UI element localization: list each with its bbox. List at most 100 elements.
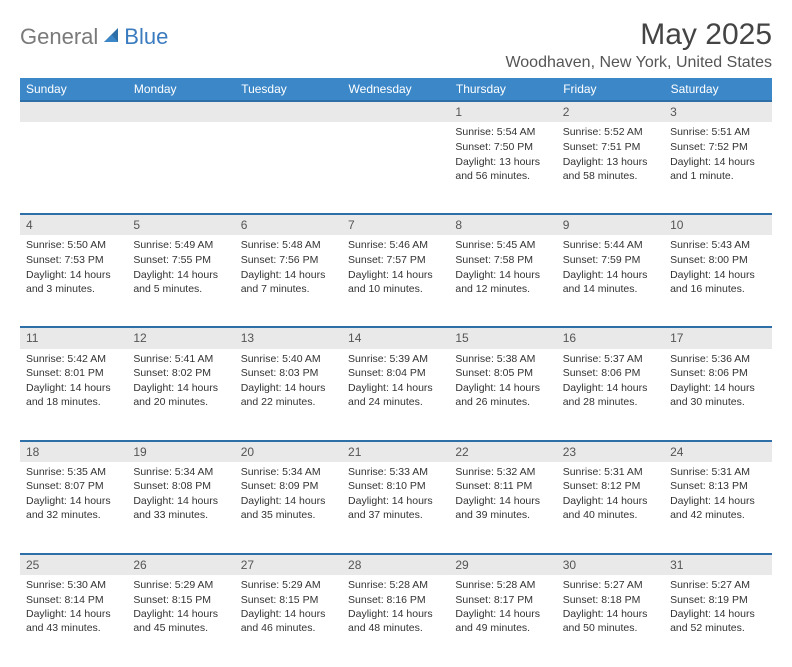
day-number-cell: 10 [664,214,771,235]
day-cell: Sunrise: 5:34 AMSunset: 8:09 PMDaylight:… [235,462,342,554]
sunset-text: Sunset: 8:09 PM [241,479,336,493]
day-cell: Sunrise: 5:29 AMSunset: 8:15 PMDaylight:… [127,575,234,667]
location: Woodhaven, New York, United States [505,54,772,72]
day-number-cell [235,101,342,122]
sunrise-text: Sunrise: 5:34 AM [241,465,336,479]
header: General Blue May 2025 Woodhaven, New Yor… [20,18,772,72]
day-number-cell: 30 [557,554,664,575]
daylight-text: Daylight: 14 hours and 37 minutes. [348,494,443,522]
sunrise-text: Sunrise: 5:39 AM [348,352,443,366]
day-content-row: Sunrise: 5:42 AMSunset: 8:01 PMDaylight:… [20,349,772,441]
day-content-row: Sunrise: 5:30 AMSunset: 8:14 PMDaylight:… [20,575,772,667]
weekday-header: Saturday [664,78,771,101]
sunrise-text: Sunrise: 5:31 AM [563,465,658,479]
daylight-text: Daylight: 14 hours and 7 minutes. [241,268,336,296]
sunset-text: Sunset: 8:18 PM [563,593,658,607]
sunrise-text: Sunrise: 5:40 AM [241,352,336,366]
sunset-text: Sunset: 7:56 PM [241,253,336,267]
sunrise-text: Sunrise: 5:42 AM [26,352,121,366]
sunrise-text: Sunrise: 5:33 AM [348,465,443,479]
day-cell: Sunrise: 5:32 AMSunset: 8:11 PMDaylight:… [449,462,556,554]
sunrise-text: Sunrise: 5:27 AM [670,578,765,592]
sunset-text: Sunset: 8:02 PM [133,366,228,380]
weekday-header: Friday [557,78,664,101]
daylight-text: Daylight: 14 hours and 24 minutes. [348,381,443,409]
day-cell: Sunrise: 5:41 AMSunset: 8:02 PMDaylight:… [127,349,234,441]
sunrise-text: Sunrise: 5:32 AM [455,465,550,479]
day-number-cell: 22 [449,441,556,462]
weekday-header: Tuesday [235,78,342,101]
daylight-text: Daylight: 14 hours and 20 minutes. [133,381,228,409]
sunset-text: Sunset: 8:11 PM [455,479,550,493]
sunrise-text: Sunrise: 5:29 AM [133,578,228,592]
day-cell: Sunrise: 5:31 AMSunset: 8:13 PMDaylight:… [664,462,771,554]
sunrise-text: Sunrise: 5:50 AM [26,238,121,252]
day-number-cell: 21 [342,441,449,462]
day-cell: Sunrise: 5:37 AMSunset: 8:06 PMDaylight:… [557,349,664,441]
sunrise-text: Sunrise: 5:28 AM [455,578,550,592]
daylight-text: Daylight: 14 hours and 32 minutes. [26,494,121,522]
day-number-cell [127,101,234,122]
day-number-cell: 26 [127,554,234,575]
sunset-text: Sunset: 8:03 PM [241,366,336,380]
sunset-text: Sunset: 8:07 PM [26,479,121,493]
sunset-text: Sunset: 7:58 PM [455,253,550,267]
sunset-text: Sunset: 7:53 PM [26,253,121,267]
sunset-text: Sunset: 8:10 PM [348,479,443,493]
logo-text-blue: Blue [124,24,168,50]
sunset-text: Sunset: 8:17 PM [455,593,550,607]
day-number-cell: 19 [127,441,234,462]
sunset-text: Sunset: 8:19 PM [670,593,765,607]
day-number-cell: 3 [664,101,771,122]
day-number-cell: 5 [127,214,234,235]
day-cell: Sunrise: 5:39 AMSunset: 8:04 PMDaylight:… [342,349,449,441]
sunset-text: Sunset: 8:15 PM [133,593,228,607]
day-cell [20,122,127,214]
daylight-text: Daylight: 14 hours and 33 minutes. [133,494,228,522]
day-cell: Sunrise: 5:48 AMSunset: 7:56 PMDaylight:… [235,235,342,327]
sunrise-text: Sunrise: 5:46 AM [348,238,443,252]
logo-text-general: General [20,24,98,50]
day-cell [127,122,234,214]
day-number-cell: 1 [449,101,556,122]
sunrise-text: Sunrise: 5:41 AM [133,352,228,366]
calendar-table: SundayMondayTuesdayWednesdayThursdayFrid… [20,78,772,667]
daylight-text: Daylight: 14 hours and 26 minutes. [455,381,550,409]
day-cell: Sunrise: 5:30 AMSunset: 8:14 PMDaylight:… [20,575,127,667]
daylight-text: Daylight: 14 hours and 28 minutes. [563,381,658,409]
sunset-text: Sunset: 8:13 PM [670,479,765,493]
day-number-cell: 4 [20,214,127,235]
sunrise-text: Sunrise: 5:51 AM [670,125,765,139]
month-title: May 2025 [505,18,772,52]
day-cell [235,122,342,214]
daylight-text: Daylight: 14 hours and 10 minutes. [348,268,443,296]
day-number-cell: 23 [557,441,664,462]
day-cell: Sunrise: 5:38 AMSunset: 8:05 PMDaylight:… [449,349,556,441]
day-cell: Sunrise: 5:44 AMSunset: 7:59 PMDaylight:… [557,235,664,327]
day-number-cell: 29 [449,554,556,575]
day-cell: Sunrise: 5:31 AMSunset: 8:12 PMDaylight:… [557,462,664,554]
sunrise-text: Sunrise: 5:37 AM [563,352,658,366]
day-content-row: Sunrise: 5:54 AMSunset: 7:50 PMDaylight:… [20,122,772,214]
sunset-text: Sunset: 8:06 PM [563,366,658,380]
day-number-cell: 17 [664,327,771,348]
day-cell: Sunrise: 5:40 AMSunset: 8:03 PMDaylight:… [235,349,342,441]
day-number-cell: 2 [557,101,664,122]
sunset-text: Sunset: 7:51 PM [563,140,658,154]
day-number-cell: 11 [20,327,127,348]
daylight-text: Daylight: 14 hours and 35 minutes. [241,494,336,522]
day-cell: Sunrise: 5:42 AMSunset: 8:01 PMDaylight:… [20,349,127,441]
day-content-row: Sunrise: 5:50 AMSunset: 7:53 PM Daylight:… [20,235,772,327]
day-cell [342,122,449,214]
sunrise-text: Sunrise: 5:45 AM [455,238,550,252]
sunset-text: Sunset: 7:55 PM [133,253,228,267]
sunrise-text: Sunrise: 5:52 AM [563,125,658,139]
sunrise-text: Sunrise: 5:35 AM [26,465,121,479]
sunset-text: Sunset: 8:14 PM [26,593,121,607]
daylight-text: Daylight: 13 hours and 56 minutes. [455,155,550,183]
daylight-text: Daylight: 13 hours and 58 minutes. [563,155,658,183]
sunset-text: Sunset: 7:50 PM [455,140,550,154]
day-cell: Sunrise: 5:45 AMSunset: 7:58 PMDaylight:… [449,235,556,327]
sunrise-text: Sunrise: 5:44 AM [563,238,658,252]
sunset-text: Sunset: 7:52 PM [670,140,765,154]
